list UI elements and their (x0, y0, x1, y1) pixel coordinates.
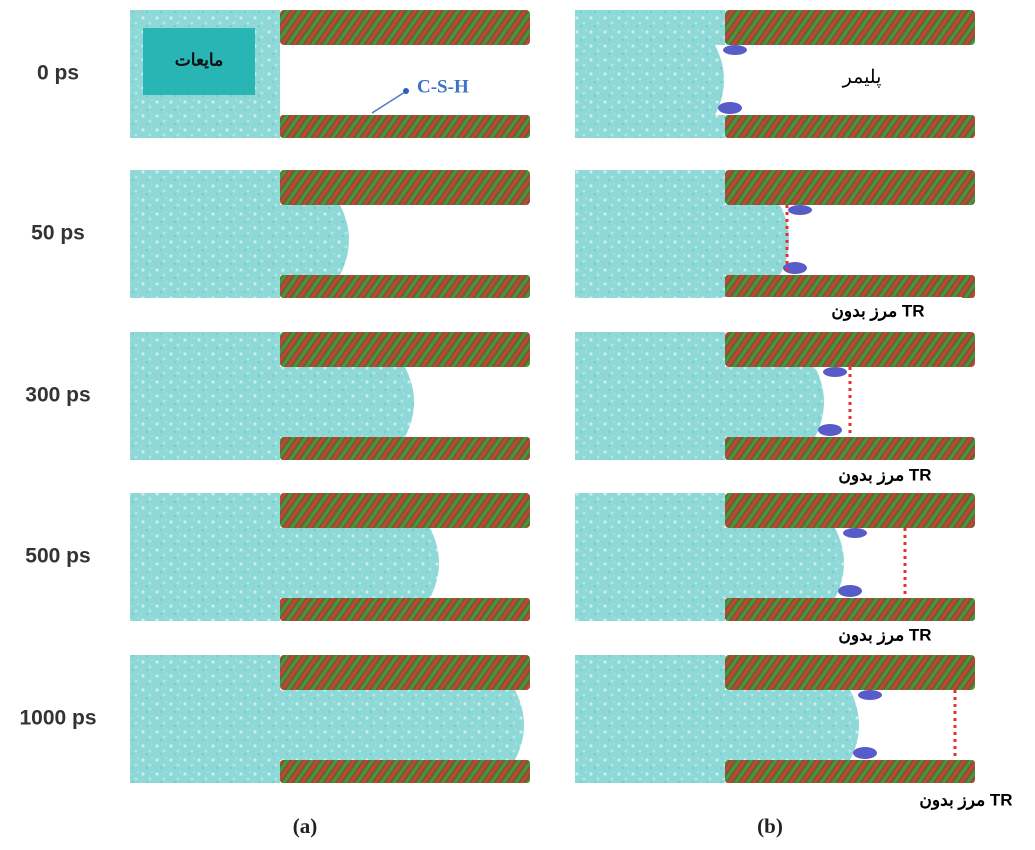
time-label: 500 ps (25, 545, 90, 568)
time-label: 0 ps (37, 62, 79, 85)
polymer (858, 690, 882, 700)
csh-slab-top (280, 10, 530, 45)
polymer (818, 424, 842, 436)
boundary-label: مرز بدون TR (831, 301, 924, 321)
csh-slab-bottom (725, 115, 975, 138)
polymer (843, 528, 867, 538)
csh-label: C-S-H (417, 76, 469, 97)
csh-slab-bottom (725, 598, 975, 621)
csh-slab-top (725, 170, 975, 205)
csh-slab-bottom (280, 437, 530, 460)
csh-slab-top (280, 170, 530, 205)
caption: (b) (757, 814, 783, 838)
polymer (838, 585, 862, 597)
boundary-label: مرز بدون TR (838, 465, 931, 485)
liquid (575, 10, 725, 138)
csh-slab-bottom (725, 275, 975, 298)
csh-slab-top (725, 332, 975, 367)
polymer (723, 45, 747, 55)
csh-slab-top (725, 493, 975, 528)
csh-slab-top (725, 10, 975, 45)
csh-slab-bottom (280, 598, 530, 621)
time-label: 300 ps (25, 384, 90, 407)
polymer (718, 102, 742, 114)
polymer (823, 367, 847, 377)
csh-slab-bottom (725, 437, 975, 460)
csh-pointer-dot (403, 88, 409, 94)
csh-slab-bottom (280, 275, 530, 298)
boundary-label: مرز بدون TR (919, 790, 1012, 810)
time-label: 1000 ps (19, 707, 96, 730)
polymer-label: پلیمر (842, 67, 882, 88)
time-label: 50 ps (31, 222, 85, 245)
csh-slab-top (280, 332, 530, 367)
boundary-label: مرز بدون TR (838, 625, 931, 645)
polymer (853, 747, 877, 759)
csh-slab-bottom (280, 760, 530, 783)
liquid-label: مایعات (175, 50, 223, 69)
csh-slab-top (280, 493, 530, 528)
csh-pointer (372, 92, 405, 113)
polymer (788, 205, 812, 215)
csh-slab-top (280, 655, 530, 690)
figure: 0 ps 50 ps 300 ps 500 ps 1000 ps مایعات C-S-H پ… (0, 0, 1035, 845)
csh-slab-top (725, 655, 975, 690)
csh-slab-bottom (725, 760, 975, 783)
csh-slab-bottom (280, 115, 530, 138)
caption: (a) (293, 814, 318, 838)
